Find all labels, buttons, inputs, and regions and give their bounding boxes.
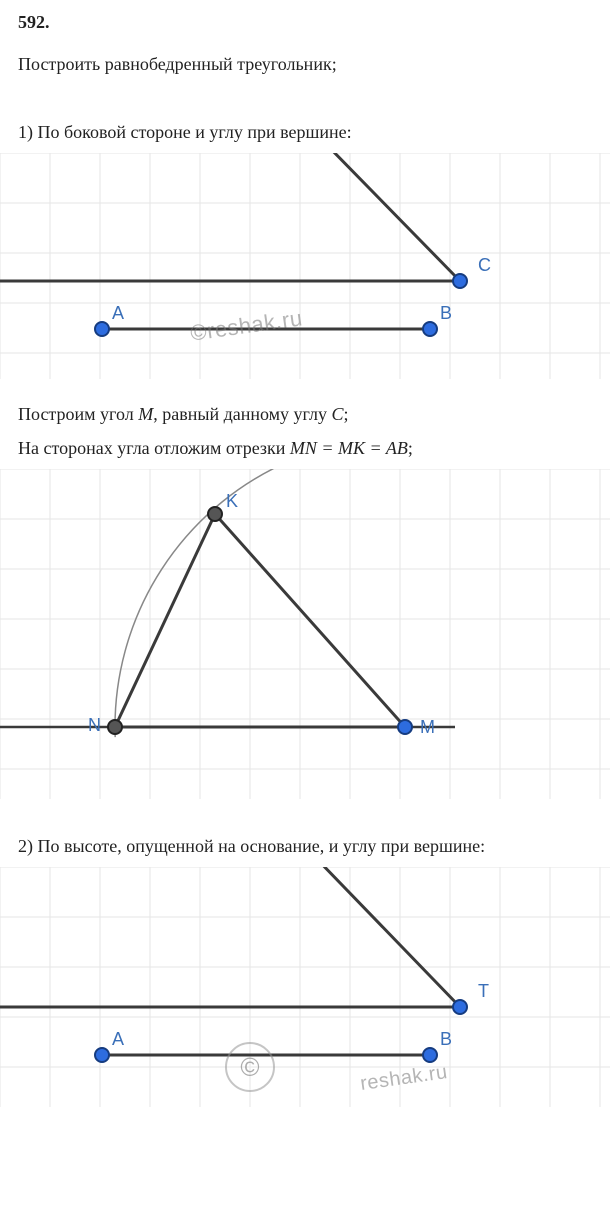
svg-text:N: N [88,715,101,735]
diagram-2: N M K [0,469,610,799]
svg-text:C: C [478,255,491,275]
svg-text:A: A [112,303,124,323]
part2-title: 2) По высоте, опущенной на основание, и … [18,833,592,859]
problem-number-text: 592 [18,12,45,32]
svg-text:T: T [478,981,489,1001]
problem-number: 592. [18,12,592,33]
svg-text:A: A [112,1029,124,1049]
svg-text:B: B [440,1029,452,1049]
step1-text: Построим угол M, равный данному углу C; [18,401,592,427]
part1-title: 1) По боковой стороне и углу при вершине… [18,119,592,145]
svg-text:B: B [440,303,452,323]
svg-text:K: K [226,491,238,511]
intro-text: Построить равнобедренный треугольник; [18,51,592,77]
diagram-1: ABC ©reshak.ru [0,153,610,379]
step2-text: На сторонах угла отложим отрезки MN = MK… [18,435,592,461]
svg-text:M: M [420,717,435,737]
diagram-3: ABT © reshak.ru [0,867,610,1107]
